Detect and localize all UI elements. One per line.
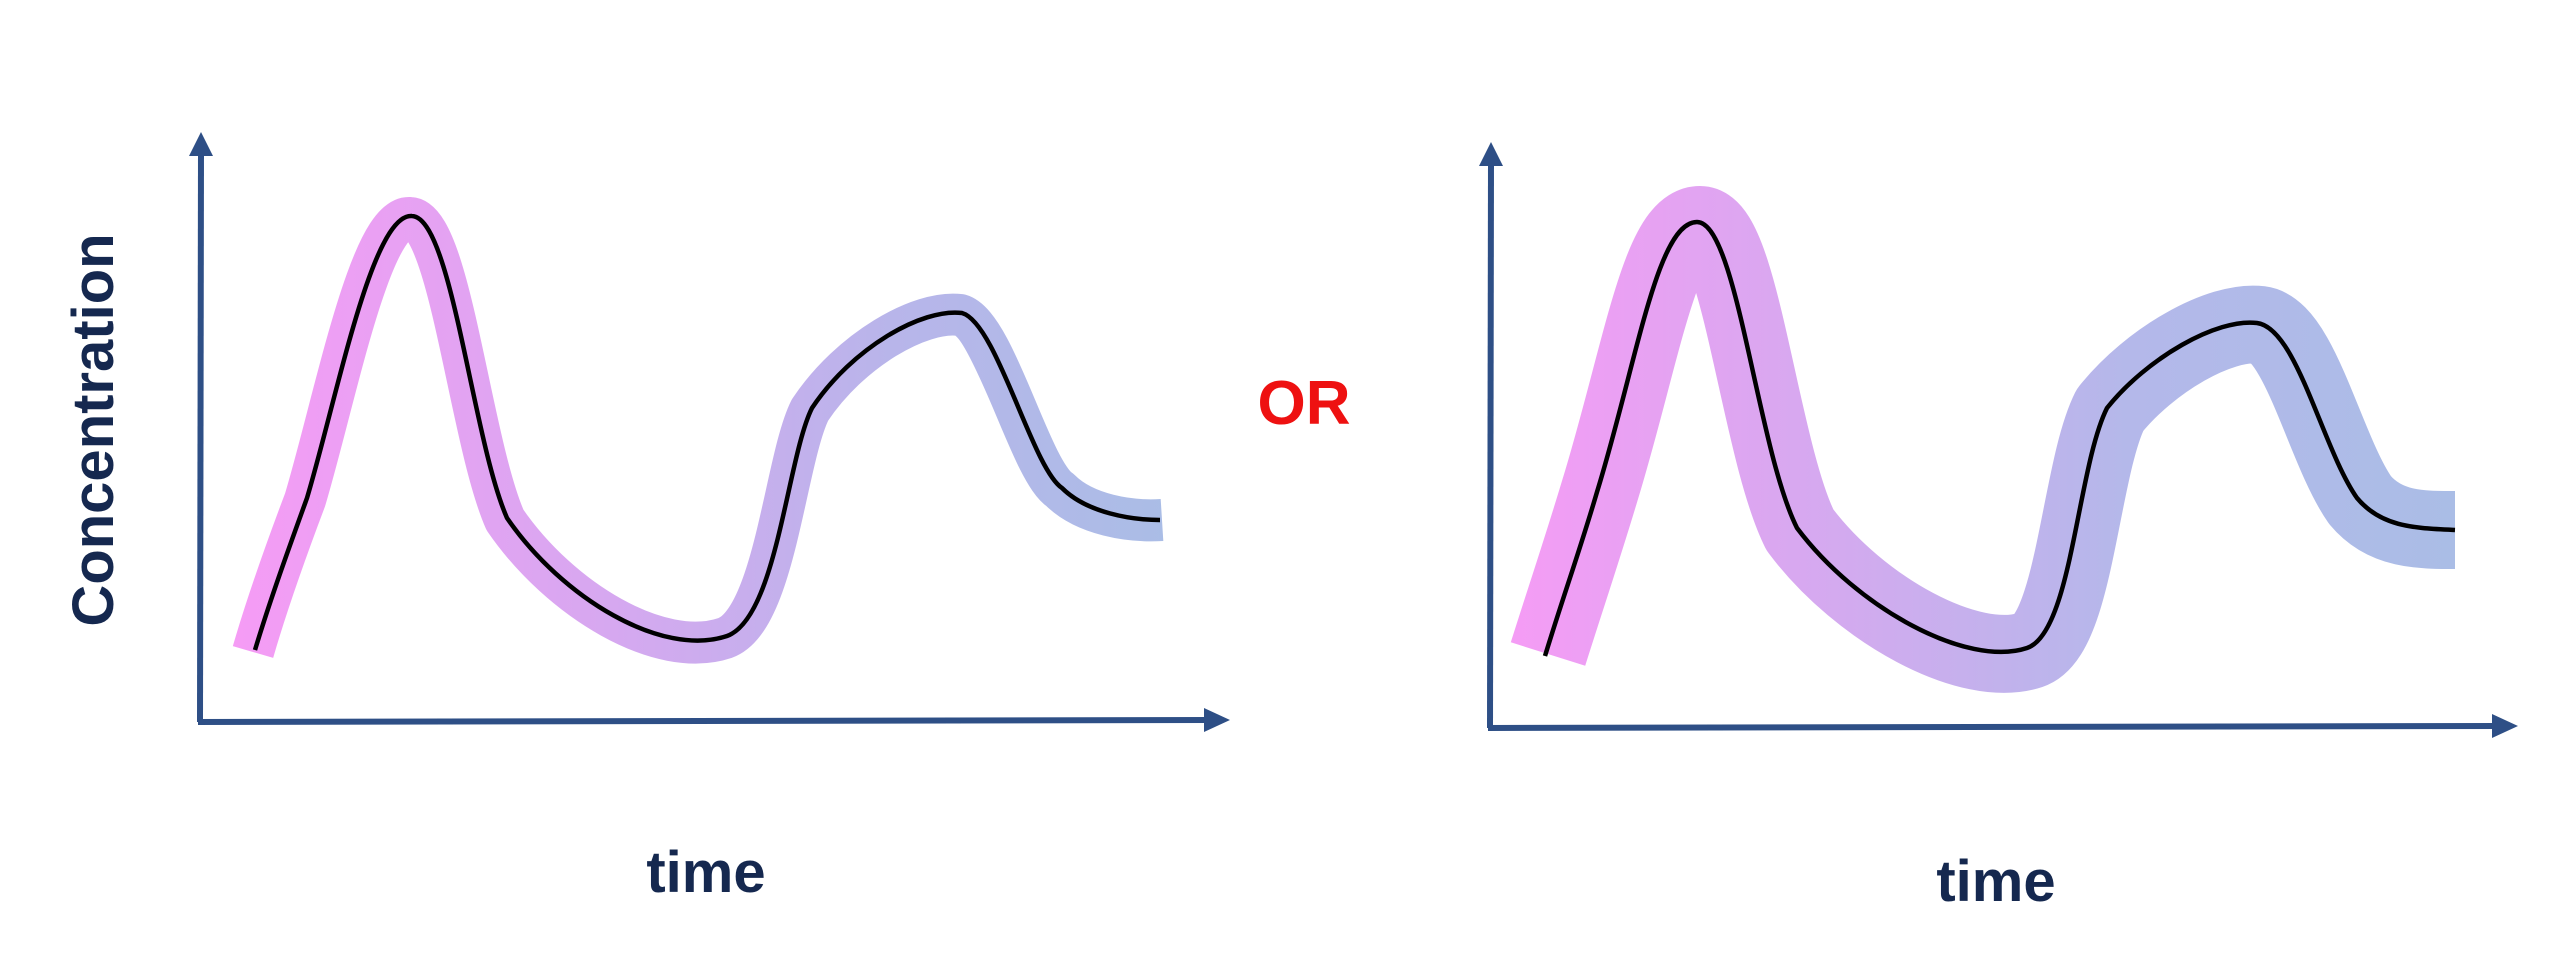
left-x-axis-arrowhead (1204, 708, 1230, 732)
right-concentration-curve (1542, 219, 2456, 657)
right-panel: time (1479, 142, 2518, 914)
left-y-axis-arrowhead (189, 132, 213, 156)
right-y-axis-arrowhead (1479, 142, 1503, 166)
right-x-axis-label: time (1936, 849, 2055, 914)
left-x-axis (197, 708, 1230, 732)
left-x-axis-label: time (646, 840, 765, 905)
left-y-axis (189, 132, 213, 723)
left-concentration-curve (252, 213, 1161, 651)
left-y-axis-label: Concentration (61, 233, 126, 626)
right-y-axis (1479, 142, 1503, 729)
right-x-axis-arrowhead (2492, 714, 2518, 738)
left-uncertainty-band (232, 197, 1164, 664)
or-separator: OR (1258, 369, 1351, 438)
right-x-axis (1487, 714, 2518, 738)
left-panel: Concentration time (61, 132, 1230, 905)
right-uncertainty-band (1510, 186, 2456, 693)
